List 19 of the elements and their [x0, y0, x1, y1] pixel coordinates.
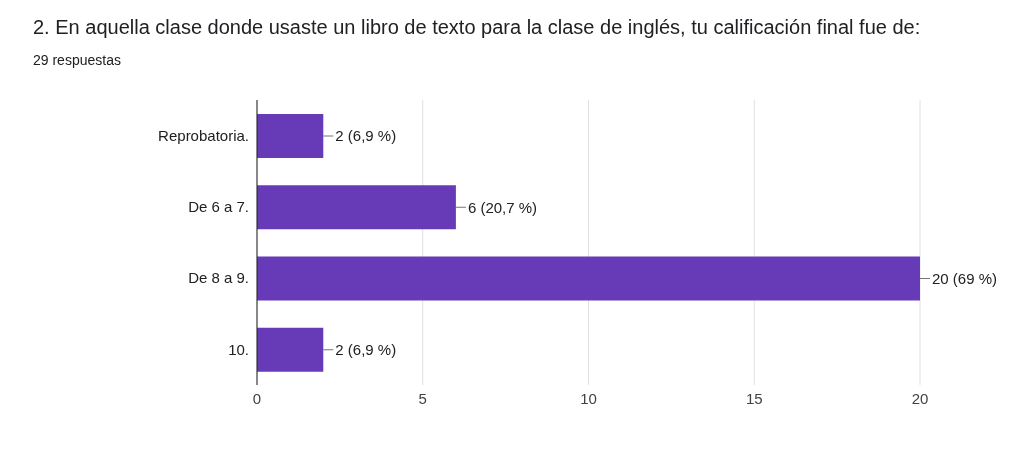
data-label: 2 (6,9 %)	[335, 341, 397, 358]
y-tick-label: De 8 a 9.	[188, 269, 249, 287]
y-tick-label: De 6 a 7.	[188, 198, 249, 216]
y-tick-label: 10.	[228, 340, 249, 358]
x-tick-label: 15	[745, 389, 763, 407]
data-label: 2 (6,9 %)	[335, 127, 397, 145]
y-tick-label: Reprobatoria.	[158, 126, 249, 144]
text: 29 respuestas	[33, 52, 121, 68]
x-tick-label: 0	[252, 389, 262, 407]
x-tick-label: 10	[580, 389, 597, 407]
x-tick-label: 5	[418, 389, 427, 407]
bar	[257, 114, 324, 158]
bar	[257, 185, 456, 230]
chart-title: 2. En aquella clase donde usaste un libro de texto para la clase de inglés, tu calificación final fue de:	[33, 16, 921, 39]
data-label: 6 (20,7 %)	[467, 198, 538, 216]
bar	[257, 327, 324, 372]
data-label: 20 (69 %)	[932, 269, 998, 287]
bar	[257, 256, 920, 301]
x-tick-label: 20	[911, 389, 929, 407]
